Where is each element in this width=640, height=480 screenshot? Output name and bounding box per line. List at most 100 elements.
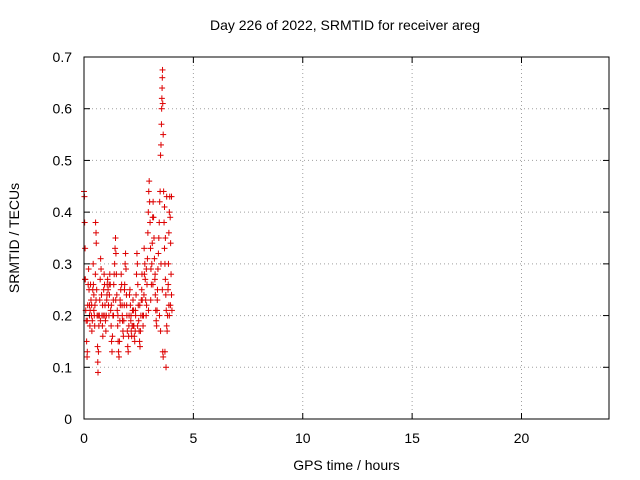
data-point <box>108 302 115 309</box>
data-point <box>144 255 151 262</box>
data-point <box>99 333 106 340</box>
data-point <box>118 271 125 278</box>
data-point <box>165 229 172 236</box>
data-point <box>154 307 161 314</box>
data-point <box>145 307 152 314</box>
data-point <box>161 203 168 210</box>
data-point <box>134 281 141 288</box>
data-point <box>138 286 145 293</box>
data-point <box>116 338 123 345</box>
data-point <box>143 302 150 309</box>
data-point <box>137 328 144 335</box>
data-point <box>168 291 175 298</box>
data-point <box>166 209 173 216</box>
data-point <box>136 338 143 345</box>
data-point <box>154 297 161 304</box>
data-point <box>92 271 99 278</box>
data-point <box>116 353 122 360</box>
data-point <box>137 343 143 350</box>
data-point <box>90 260 97 267</box>
data-point <box>162 276 169 283</box>
y-tick-label: 0.6 <box>53 101 73 117</box>
data-point <box>123 302 130 309</box>
y-tick-label: 0.5 <box>53 152 73 168</box>
data-point <box>83 338 90 345</box>
data-point <box>160 353 167 360</box>
data-point <box>99 302 106 309</box>
data-point <box>112 235 119 241</box>
data-point <box>112 297 119 304</box>
data-point <box>158 95 165 102</box>
data-point <box>154 266 161 273</box>
data-point <box>132 307 139 314</box>
data-point <box>147 245 154 252</box>
data-point <box>158 121 165 128</box>
data-point <box>143 312 150 319</box>
data-point <box>88 328 95 335</box>
data-point <box>142 276 149 283</box>
data-point <box>159 286 166 293</box>
data-point <box>121 286 128 293</box>
data-point <box>92 219 99 226</box>
data-point <box>86 302 93 309</box>
data-points <box>81 66 175 376</box>
data-point <box>155 235 162 241</box>
x-tick-label: 5 <box>189 430 197 446</box>
data-point <box>109 348 115 355</box>
y-tick-label: 0 <box>64 411 72 427</box>
data-point <box>122 250 129 257</box>
data-point <box>112 250 119 257</box>
data-point <box>125 322 132 329</box>
data-point <box>115 348 122 355</box>
plot-frame <box>83 56 610 420</box>
data-point <box>168 307 175 314</box>
data-point <box>147 219 154 226</box>
data-point <box>84 317 91 324</box>
data-point <box>107 307 114 314</box>
data-point <box>150 214 157 221</box>
data-point <box>103 297 110 304</box>
data-point <box>82 276 89 283</box>
data-point <box>102 317 109 324</box>
data-point <box>103 291 110 298</box>
data-point <box>149 281 156 288</box>
data-point <box>163 364 170 371</box>
data-point <box>84 353 91 360</box>
data-point <box>157 152 164 159</box>
y-tick-label: 0.3 <box>53 256 73 272</box>
data-point <box>158 141 164 148</box>
data-point <box>158 260 164 267</box>
data-point <box>160 188 167 195</box>
data-point <box>159 85 166 92</box>
data-point <box>167 214 174 221</box>
data-point <box>110 312 117 319</box>
data-point <box>84 348 91 355</box>
data-point <box>161 245 168 252</box>
x-axis-label: GPS time / hours <box>293 457 400 473</box>
data-point <box>141 260 148 267</box>
data-point <box>95 348 102 355</box>
x-tick-label: 20 <box>514 430 530 446</box>
data-point <box>81 219 88 226</box>
data-point <box>153 322 160 329</box>
data-point <box>166 312 173 319</box>
data-point <box>161 219 168 226</box>
data-point <box>133 250 140 257</box>
data-point <box>150 198 157 205</box>
data-point <box>141 245 148 252</box>
data-point <box>142 297 149 304</box>
data-point <box>162 235 169 241</box>
data-point <box>90 281 97 288</box>
data-point <box>97 276 104 283</box>
data-point <box>134 260 141 267</box>
data-point <box>127 317 134 324</box>
data-point <box>120 333 127 340</box>
data-point <box>167 240 174 247</box>
data-point <box>128 312 135 319</box>
data-point <box>94 359 101 366</box>
data-point <box>98 291 105 298</box>
data-point <box>148 260 155 267</box>
data-point <box>93 286 100 293</box>
data-point <box>101 312 108 319</box>
